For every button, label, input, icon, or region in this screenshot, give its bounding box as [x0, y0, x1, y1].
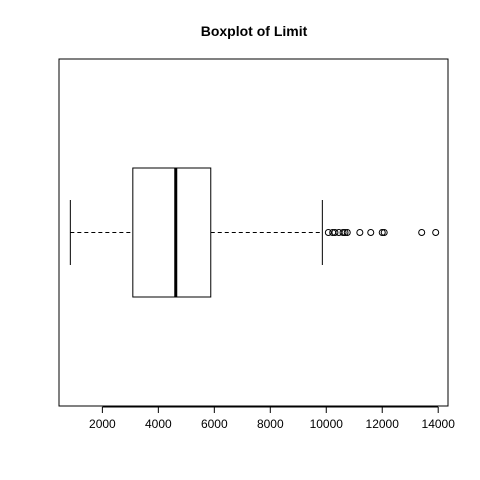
outlier-point	[418, 229, 426, 236]
x-axis: 2000 4000 6000 8000 10000 12000 14000	[89, 406, 456, 431]
x-tick-label: 4000	[145, 417, 172, 431]
x-tick-label: 14000	[422, 417, 456, 431]
plot-frame	[58, 58, 449, 407]
outlier-point	[331, 229, 339, 236]
x-tick-label: 10000	[310, 417, 344, 431]
outlier-point	[378, 229, 386, 236]
box-layer	[69, 167, 323, 298]
outlier-point	[380, 229, 388, 236]
x-tick-label: 6000	[201, 417, 228, 431]
outlier-point	[339, 229, 347, 236]
outlier-point	[324, 229, 332, 236]
x-tick-label: 2000	[89, 417, 116, 431]
chart-title: Boxplot of Limit	[201, 23, 308, 39]
outlier-point	[367, 229, 375, 236]
outlier-point	[356, 229, 364, 236]
outlier-layer	[324, 229, 440, 236]
x-tick-label: 8000	[257, 417, 284, 431]
x-tick-label: 12000	[366, 417, 400, 431]
iqr-box	[132, 167, 212, 298]
outlier-point	[341, 229, 349, 236]
outlier-point	[432, 229, 440, 236]
outlier-point	[343, 229, 351, 236]
